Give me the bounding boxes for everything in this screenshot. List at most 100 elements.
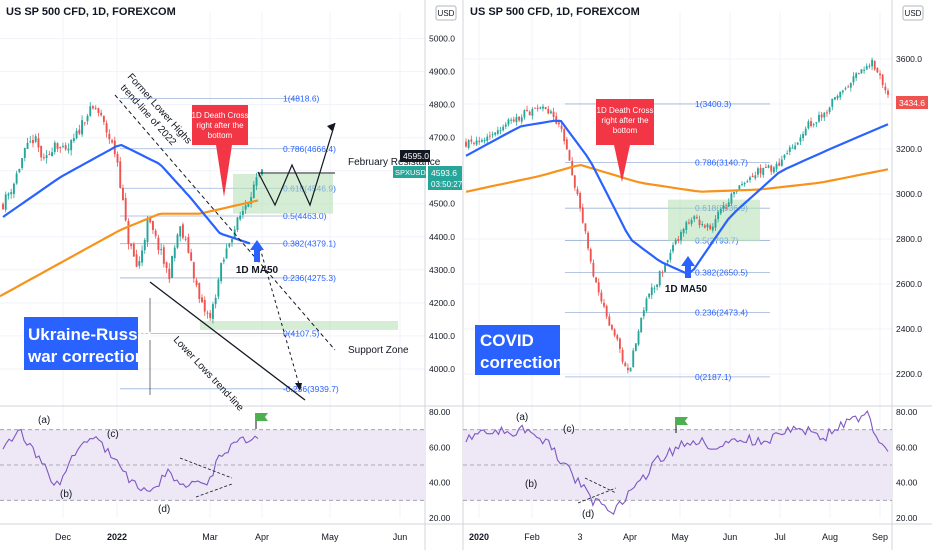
candle-body — [211, 304, 214, 319]
right-ma50-label: 1D MA50 — [665, 284, 708, 295]
candle-body — [804, 128, 807, 136]
candle-body — [100, 112, 103, 116]
candle-body — [876, 68, 879, 73]
candle-body — [786, 153, 789, 155]
right-currency-button[interactable] — [902, 5, 924, 21]
candle-body — [465, 141, 467, 147]
dashed-arrow-icon — [295, 383, 302, 391]
x-tick-label: 3 — [577, 532, 582, 542]
candle-body — [21, 158, 24, 168]
candle-body — [59, 146, 62, 148]
candle-body — [478, 140, 481, 143]
left-grid — [0, 12, 425, 518]
rsi-line — [465, 409, 889, 515]
right-correction-box-line2: correction — [480, 353, 563, 372]
candle-body — [581, 207, 584, 223]
candle-body — [528, 111, 531, 116]
y-tick-label: 3000.0 — [896, 189, 922, 199]
candle-body — [812, 124, 815, 126]
projection-path — [257, 122, 336, 207]
candle-body — [160, 249, 163, 251]
candle-body — [669, 252, 672, 260]
candle-body — [15, 173, 18, 184]
right-candles — [465, 57, 889, 374]
candle-body — [690, 219, 693, 224]
candle-body — [688, 222, 690, 224]
candle-body — [494, 132, 497, 135]
candle-body — [600, 292, 603, 302]
x-tick-label: Jun — [393, 532, 408, 542]
candle-body — [111, 140, 114, 143]
fib-level-label: 0.236(4275.3) — [283, 273, 336, 283]
left-last-price-text: 4593.6 — [431, 168, 457, 178]
x-tick-label: Feb — [524, 532, 540, 542]
right-death-cross-text-3: bottom — [613, 126, 638, 135]
rsi-tick-label: 20.00 — [896, 513, 918, 523]
x-tick-label: Apr — [255, 532, 269, 542]
candle-body — [32, 139, 34, 144]
candle-body — [664, 263, 666, 272]
candle-body — [165, 262, 168, 268]
rsi-line — [2, 428, 259, 492]
candle-body — [510, 119, 513, 121]
candle-body — [828, 107, 831, 113]
left-currency-button[interactable] — [435, 5, 457, 21]
x-tick-label: Apr — [623, 532, 637, 542]
left-correction-box: Ukraine-Russia war correction — [24, 317, 152, 370]
rsi-tick-label: 80.00 — [429, 407, 451, 417]
fib-level-label: 1(3400.3) — [695, 99, 732, 109]
candle-body — [220, 263, 223, 282]
candle-body — [34, 136, 37, 142]
candle-body — [865, 66, 868, 70]
candle-body — [550, 111, 552, 114]
candle-body — [592, 262, 595, 277]
x-tick-label: May — [321, 532, 339, 542]
x-tick-label: Aug — [822, 532, 838, 542]
candle-body — [470, 139, 473, 142]
left-green-zone — [233, 174, 333, 214]
fib-level-label: 0.786(4666.4) — [283, 144, 336, 154]
candle-body — [70, 140, 73, 151]
candle-body — [168, 268, 171, 280]
candle-body — [719, 208, 722, 214]
candle-body — [653, 288, 656, 290]
candle-body — [75, 130, 78, 139]
candle-body — [222, 259, 225, 262]
candle-body — [727, 202, 730, 207]
candle-body — [621, 349, 624, 362]
candle-body — [198, 283, 201, 299]
candle-body — [23, 148, 26, 158]
candle-body — [650, 287, 653, 296]
right-death-cross-text-2: right after the — [601, 116, 649, 125]
y-tick-label: 4800.0 — [429, 100, 455, 110]
candle-body — [206, 312, 209, 314]
candle-body — [597, 282, 600, 293]
y-tick-label: 4100.0 — [429, 331, 455, 341]
candle-body — [857, 73, 860, 75]
candle-body — [81, 120, 84, 135]
candle-body — [102, 115, 105, 122]
left-death-cross-text-1: 1D Death Cross — [192, 111, 249, 120]
left-countdown-text: 03:50:27 — [431, 180, 463, 189]
candle-body — [573, 175, 576, 188]
candle-body — [749, 177, 751, 180]
candle-body — [826, 112, 828, 114]
candle-body — [526, 109, 528, 111]
candle-body — [531, 108, 534, 116]
candle-body — [491, 134, 494, 136]
candle-body — [632, 350, 635, 368]
candle-body — [162, 247, 165, 264]
candle-body — [64, 145, 67, 150]
y-tick-label: 4400.0 — [429, 232, 455, 242]
rsi-tick-label: 40.00 — [429, 478, 451, 488]
candle-body — [751, 175, 754, 178]
candle-body — [171, 255, 173, 278]
candle-body — [810, 121, 812, 127]
candle-body — [89, 106, 92, 116]
candle-body — [682, 229, 685, 234]
candle-body — [563, 129, 566, 142]
ma50-line — [465, 119, 889, 276]
rsi-wave-label: (a) — [38, 415, 50, 426]
candle-body — [714, 219, 717, 228]
candle-body — [520, 117, 523, 122]
